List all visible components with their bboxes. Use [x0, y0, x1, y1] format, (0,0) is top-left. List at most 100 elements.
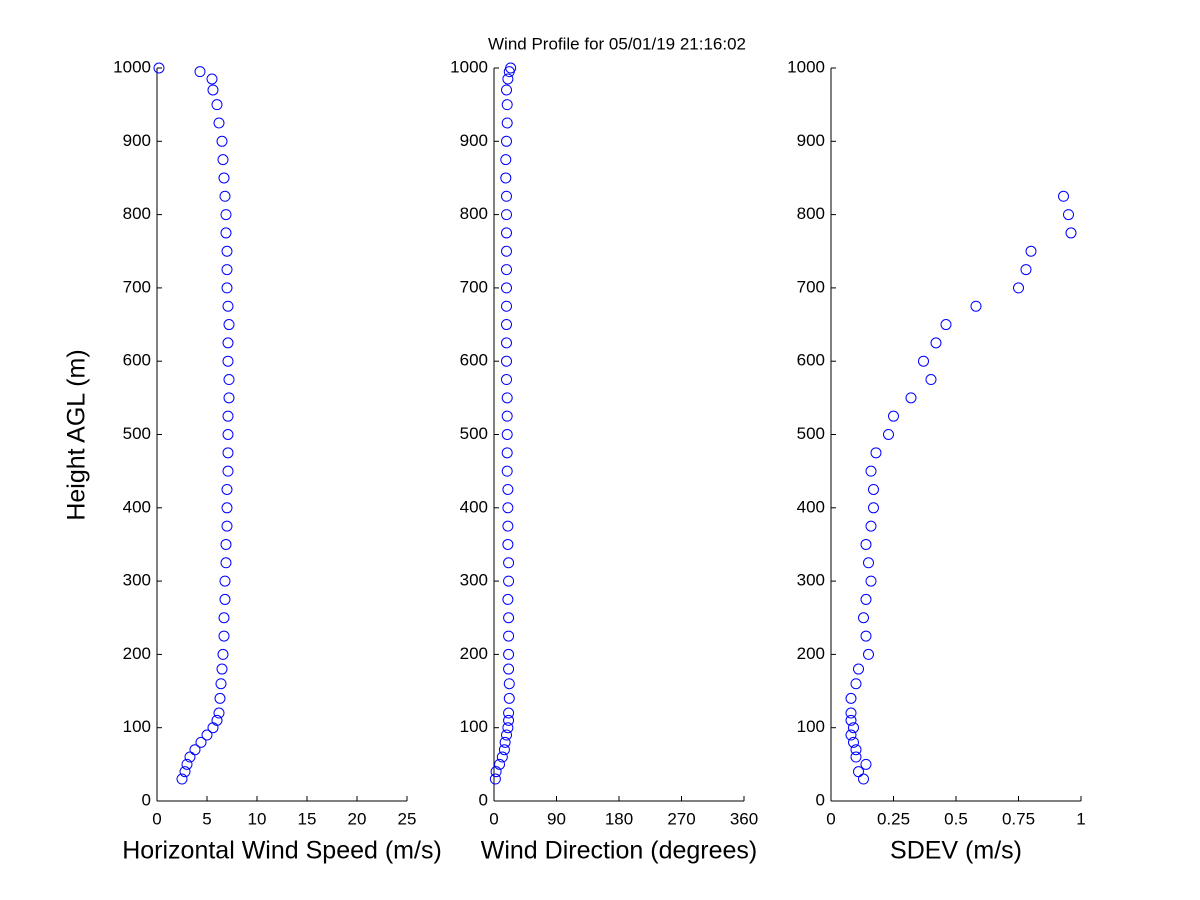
y-tick-label: 1000: [450, 57, 488, 76]
point: [918, 355, 929, 367]
point: [940, 319, 952, 331]
point: [870, 447, 882, 459]
point: [501, 227, 512, 239]
point: [220, 557, 232, 569]
point: [501, 392, 513, 404]
y-tick-label: 100: [123, 717, 151, 736]
point: [863, 648, 874, 660]
point: [1058, 190, 1069, 202]
x-axis-label: SDEV (m/s): [890, 837, 1022, 865]
point: [501, 245, 512, 257]
point: [222, 337, 234, 349]
point: [494, 758, 506, 770]
x-tick-label: 0: [826, 809, 835, 828]
point: [153, 62, 165, 74]
y-tick-label: 100: [797, 717, 825, 736]
point: [201, 729, 213, 741]
x-tick-label: 90: [547, 809, 566, 828]
y-tick-label: 700: [460, 277, 488, 296]
point: [490, 766, 502, 778]
point: [501, 117, 513, 129]
point: [501, 410, 513, 422]
y-tick-label: 300: [797, 571, 825, 590]
y-tick-label: 900: [460, 131, 488, 150]
point: [223, 319, 235, 331]
y-tick-label: 800: [797, 204, 825, 223]
point: [222, 465, 234, 477]
point: [179, 766, 191, 778]
x-tick-label: 0.75: [1002, 809, 1035, 828]
point: [505, 62, 517, 74]
point: [217, 154, 229, 166]
point: [865, 520, 877, 532]
point: [217, 648, 229, 660]
point: [502, 483, 514, 495]
y-tick-label: 300: [460, 571, 488, 590]
point: [489, 773, 501, 785]
point: [858, 773, 869, 785]
point: [860, 758, 872, 770]
x-tick-label: 10: [248, 809, 267, 828]
point: [503, 714, 515, 726]
point: [213, 117, 225, 129]
point: [850, 678, 862, 690]
x-tick-label: 0.5: [944, 809, 968, 828]
point: [222, 410, 234, 422]
x-tick-label: 360: [730, 809, 758, 828]
point: [222, 300, 234, 312]
y-tick-label: 0: [142, 790, 151, 809]
point: [501, 374, 512, 386]
point: [925, 374, 937, 386]
y-tick-label: 800: [460, 204, 488, 223]
point: [496, 751, 508, 763]
point: [216, 663, 228, 675]
point: [207, 84, 219, 96]
point: [502, 73, 514, 85]
y-tick-label: 700: [797, 277, 825, 296]
point: [853, 663, 864, 675]
y-tick-label: 400: [460, 497, 488, 516]
y-axis-label: Height AGL (m): [63, 349, 91, 520]
point: [503, 692, 515, 704]
x-axis-label: Wind Direction (degrees): [481, 837, 758, 865]
point: [848, 722, 859, 734]
x-tick-label: 20: [348, 809, 367, 828]
point: [498, 744, 510, 756]
point: [218, 172, 230, 184]
point: [503, 630, 515, 642]
point: [503, 678, 515, 690]
point: [223, 374, 235, 386]
y-tick-label: 1000: [113, 57, 151, 76]
y-tick-label: 500: [123, 424, 151, 443]
y-tick-label: 400: [797, 497, 825, 516]
point: [213, 707, 225, 719]
point: [503, 648, 515, 660]
point: [501, 282, 512, 294]
x-axis-label: Horizontal Wind Speed (m/s): [122, 837, 442, 865]
point: [221, 502, 233, 514]
point: [216, 135, 228, 147]
point: [850, 751, 862, 763]
point: [501, 729, 512, 741]
point: [211, 99, 223, 111]
y-tick-label: 600: [460, 351, 488, 370]
y-tick-label: 900: [797, 131, 825, 150]
x-tick-label: 5: [202, 809, 211, 828]
point: [220, 538, 232, 550]
y-tick-label: 600: [797, 351, 825, 370]
point: [501, 209, 512, 221]
x-tick-label: 180: [605, 809, 633, 828]
point: [501, 447, 513, 459]
x-tick-label: 270: [667, 809, 695, 828]
point: [501, 190, 512, 202]
point: [860, 538, 872, 550]
point: [501, 465, 513, 477]
y-tick-label: 900: [123, 131, 151, 150]
point: [501, 337, 512, 349]
point: [930, 337, 942, 349]
point: [501, 99, 513, 111]
point: [222, 429, 234, 440]
point: [502, 593, 514, 605]
point: [845, 692, 857, 704]
y-tick-label: 600: [123, 351, 151, 370]
